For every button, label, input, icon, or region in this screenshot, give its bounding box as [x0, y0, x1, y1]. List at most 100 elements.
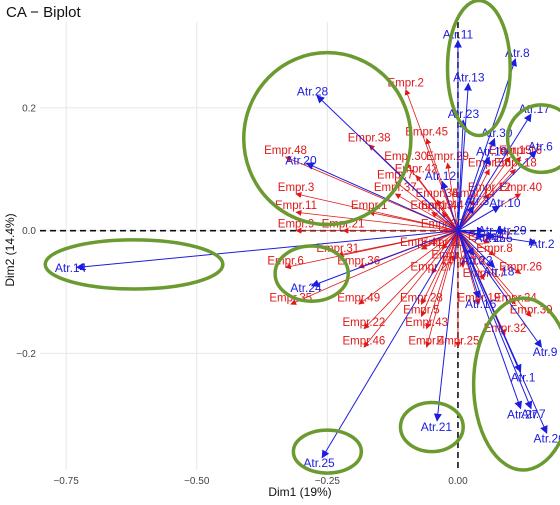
attribute-arrow [457, 230, 533, 410]
enterprise-label: Empr.40 [499, 182, 542, 194]
enterprise-label: Empr.23 [431, 249, 474, 261]
enterprise-label: Empr.28 [400, 292, 443, 304]
enterprise-arrow [415, 174, 459, 231]
highlight-ellipse [505, 103, 560, 175]
enterprise-arrow [295, 209, 459, 232]
attribute-label: Atr.25 [303, 456, 335, 470]
enterprise-label: Empr.45 [405, 127, 448, 139]
enterprise-label: Empr.3 [278, 182, 314, 194]
attribute-arrow [457, 58, 517, 231]
attribute-label: Atr.5 [488, 231, 513, 245]
highlight-ellipse [471, 296, 560, 472]
enterprise-arrow [421, 230, 459, 305]
enterprise-arrow [394, 193, 459, 232]
highlight-ellipse [445, 0, 512, 138]
enterprise-label: Empr.9 [278, 219, 314, 231]
enterprise-arrow [431, 211, 459, 231]
x-axis-label: Dim1 (19%) [268, 485, 331, 499]
attribute-arrow [457, 230, 485, 240]
enterprise-label: Empr.25 [437, 335, 480, 347]
x-tick-label: −0.75 [53, 476, 79, 487]
attribute-label: Atr.2 [530, 237, 555, 251]
enterprise-label: Empr.22 [343, 317, 386, 329]
enterprise-label: Empr.50 [468, 157, 511, 169]
y-tick-label: 0.0 [22, 226, 36, 237]
attribute-arrow [457, 113, 532, 231]
enterprise-label: Empr.31 [316, 243, 359, 255]
attribute-arrow [457, 230, 475, 256]
enterprise-arrow [457, 230, 490, 244]
attribute-label: Atr.21 [421, 420, 453, 434]
enterprise-arrow [457, 168, 490, 231]
chart-title: CA − Biplot [6, 4, 81, 21]
highlight-ellipse [43, 238, 225, 291]
enterprise-arrow [358, 230, 459, 305]
highlight-ellipse [273, 244, 350, 303]
attribute-label: Atr.27 [507, 407, 539, 421]
enterprise-label: Empr.39 [510, 305, 553, 317]
enterprise-arrow [290, 230, 459, 305]
attribute-arrow [440, 180, 459, 231]
enterprise-arrow [363, 230, 459, 348]
attribute-arrow [433, 230, 459, 422]
attribute-label: Atr.9 [533, 345, 558, 359]
attribute-label: Atr.29 [495, 224, 527, 238]
attribute-label: Atr.15 [474, 231, 506, 245]
enterprise-label: Empr.4 [408, 335, 445, 347]
attribute-arrow [321, 230, 459, 459]
attribute-label: Atr.10 [489, 196, 521, 210]
attribute-label: Atr.28 [297, 84, 329, 98]
y-axis-label: Dim2 (14.4%) [3, 213, 17, 286]
attribute-arrow [457, 119, 467, 231]
attribute-label: Atr.13 [453, 70, 485, 84]
attribute-arrow [316, 95, 459, 232]
enterprise-label: Empr.34 [416, 188, 459, 200]
x-tick-label: 0.00 [448, 476, 468, 487]
enterprise-label: Empr.6 [267, 255, 303, 267]
enterprise-label: Empr.43 [405, 317, 448, 329]
highlight-ellipse [398, 400, 465, 454]
enterprise-label: Empr.1 [351, 200, 387, 212]
attribute-arrow [457, 150, 537, 232]
enterprise-arrow [420, 230, 459, 250]
attribute-arrow [457, 205, 501, 232]
enterprise-arrow [457, 230, 522, 274]
x-tick-label: −0.50 [184, 476, 210, 487]
attribute-arrow [457, 82, 472, 231]
enterprise-arrow [363, 230, 459, 330]
enterprise-label: Empr.49 [337, 292, 380, 304]
attribute-arrow [457, 230, 548, 434]
enterprise-arrow [445, 162, 459, 231]
enterprise-arrow [337, 230, 459, 258]
enterprise-label: Empr.38 [348, 133, 391, 145]
enterprise-arrow [295, 192, 459, 232]
enterprise-label: Empr.26 [499, 262, 542, 274]
enterprise-arrow [457, 230, 532, 318]
enterprise-label: Empr.27 [410, 262, 453, 274]
attribute-label: Atr.30 [481, 126, 513, 140]
enterprise-label: Empr.11 [275, 200, 317, 212]
attribute-label: Atr.19 [476, 144, 508, 158]
attribute-label: Atr.11 [443, 27, 474, 41]
enterprise-label: Empr.48 [264, 145, 307, 157]
attribute-arrow [75, 230, 459, 271]
enterprise-arrow [425, 230, 459, 348]
attribute-label: Atr.14 [55, 261, 87, 275]
enterprise-label: Empr.32 [484, 323, 527, 335]
enterprise-arrow [457, 230, 466, 269]
x-tick-label: −0.25 [315, 476, 341, 487]
enterprise-label: Empr.30 [384, 151, 427, 163]
attribute-arrow [305, 162, 459, 232]
highlight-ellipse [291, 428, 364, 475]
attribute-label: Atr.18 [483, 265, 515, 279]
highlight-ellipse [242, 50, 413, 227]
attribute-label: Atr.6 [528, 140, 553, 154]
enterprise-label: Empr.44 [421, 200, 464, 212]
enterprise-arrow [394, 181, 459, 231]
enterprise-arrow [425, 230, 459, 330]
attribute-label: Atr.24 [290, 281, 322, 295]
enterprise-arrow [457, 156, 511, 231]
enterprise-label: Empr.17 [463, 268, 506, 280]
attribute-label: Atr.26 [534, 432, 560, 446]
